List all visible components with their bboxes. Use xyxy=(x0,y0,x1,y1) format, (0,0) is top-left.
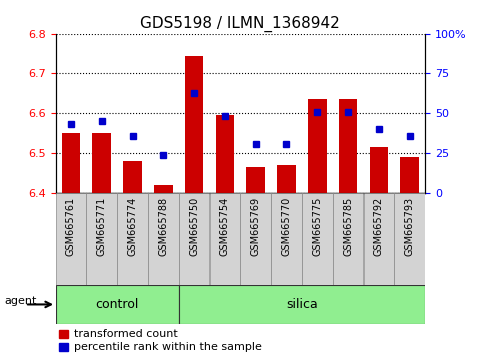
Text: transformed count: transformed count xyxy=(74,329,178,339)
Bar xyxy=(369,147,388,193)
FancyBboxPatch shape xyxy=(148,193,179,285)
Bar xyxy=(215,115,234,193)
Bar xyxy=(400,157,419,193)
Bar xyxy=(92,133,111,193)
FancyBboxPatch shape xyxy=(395,193,425,285)
Text: GSM665793: GSM665793 xyxy=(405,196,414,256)
FancyBboxPatch shape xyxy=(117,193,148,285)
Text: GSM665785: GSM665785 xyxy=(343,196,353,256)
Bar xyxy=(62,133,80,193)
Text: GSM665770: GSM665770 xyxy=(282,196,291,256)
Text: GSM665769: GSM665769 xyxy=(251,196,261,256)
FancyBboxPatch shape xyxy=(56,285,179,324)
Bar xyxy=(185,56,203,193)
FancyBboxPatch shape xyxy=(241,193,271,285)
Text: GSM665788: GSM665788 xyxy=(158,196,168,256)
Title: GDS5198 / ILMN_1368942: GDS5198 / ILMN_1368942 xyxy=(141,16,340,32)
FancyBboxPatch shape xyxy=(271,193,302,285)
FancyBboxPatch shape xyxy=(210,193,240,285)
Text: silica: silica xyxy=(286,298,318,311)
Bar xyxy=(154,185,172,193)
FancyBboxPatch shape xyxy=(333,193,363,285)
Bar xyxy=(123,161,142,193)
Text: GSM665754: GSM665754 xyxy=(220,196,230,256)
Text: agent: agent xyxy=(5,296,37,306)
Bar xyxy=(59,343,69,350)
FancyBboxPatch shape xyxy=(302,193,332,285)
FancyBboxPatch shape xyxy=(179,193,209,285)
FancyBboxPatch shape xyxy=(179,285,425,324)
Text: GSM665792: GSM665792 xyxy=(374,196,384,256)
Bar xyxy=(339,99,357,193)
Text: GSM665775: GSM665775 xyxy=(313,196,322,256)
Bar xyxy=(246,167,265,193)
Text: percentile rank within the sample: percentile rank within the sample xyxy=(74,342,262,352)
Text: control: control xyxy=(96,298,139,311)
FancyBboxPatch shape xyxy=(86,193,117,285)
Text: GSM665774: GSM665774 xyxy=(128,196,138,256)
FancyBboxPatch shape xyxy=(364,193,394,285)
Text: GSM665771: GSM665771 xyxy=(97,196,107,256)
Bar xyxy=(277,165,296,193)
Bar xyxy=(308,99,327,193)
FancyBboxPatch shape xyxy=(56,193,86,285)
Bar xyxy=(59,330,69,338)
Text: GSM665761: GSM665761 xyxy=(66,196,76,256)
Text: GSM665750: GSM665750 xyxy=(189,196,199,256)
